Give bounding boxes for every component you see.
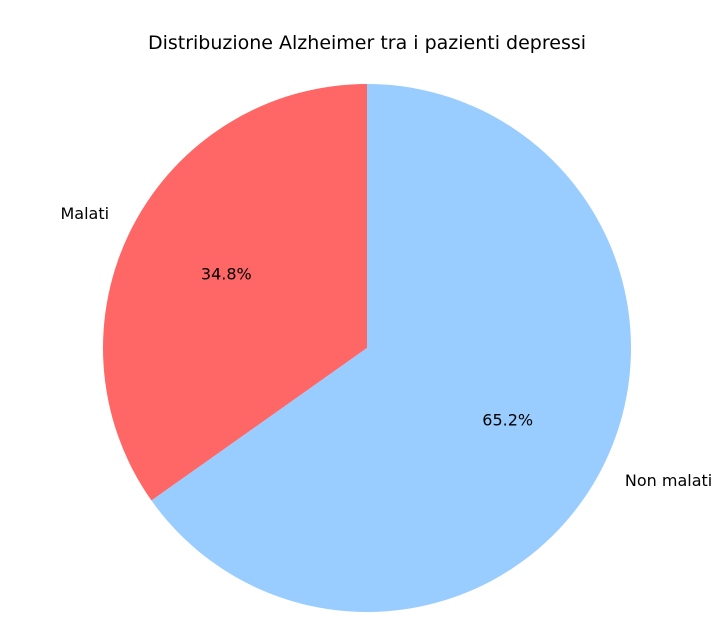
pie-slices xyxy=(102,84,632,612)
slice-percent-malati: 34.8% xyxy=(201,265,252,284)
slice-label-non-malati: Non malati xyxy=(625,471,712,490)
pie-slice-malati xyxy=(102,84,367,501)
pie-labels: Malati 34.8% Non malati 65.2% xyxy=(61,204,713,490)
pie-slice-non-malati xyxy=(151,84,632,612)
chart-title: Distribuzione Alzheimer tra i pazienti d… xyxy=(148,32,586,54)
slice-label-malati: Malati xyxy=(61,204,110,223)
slice-percent-non-malati: 65.2% xyxy=(482,410,533,429)
